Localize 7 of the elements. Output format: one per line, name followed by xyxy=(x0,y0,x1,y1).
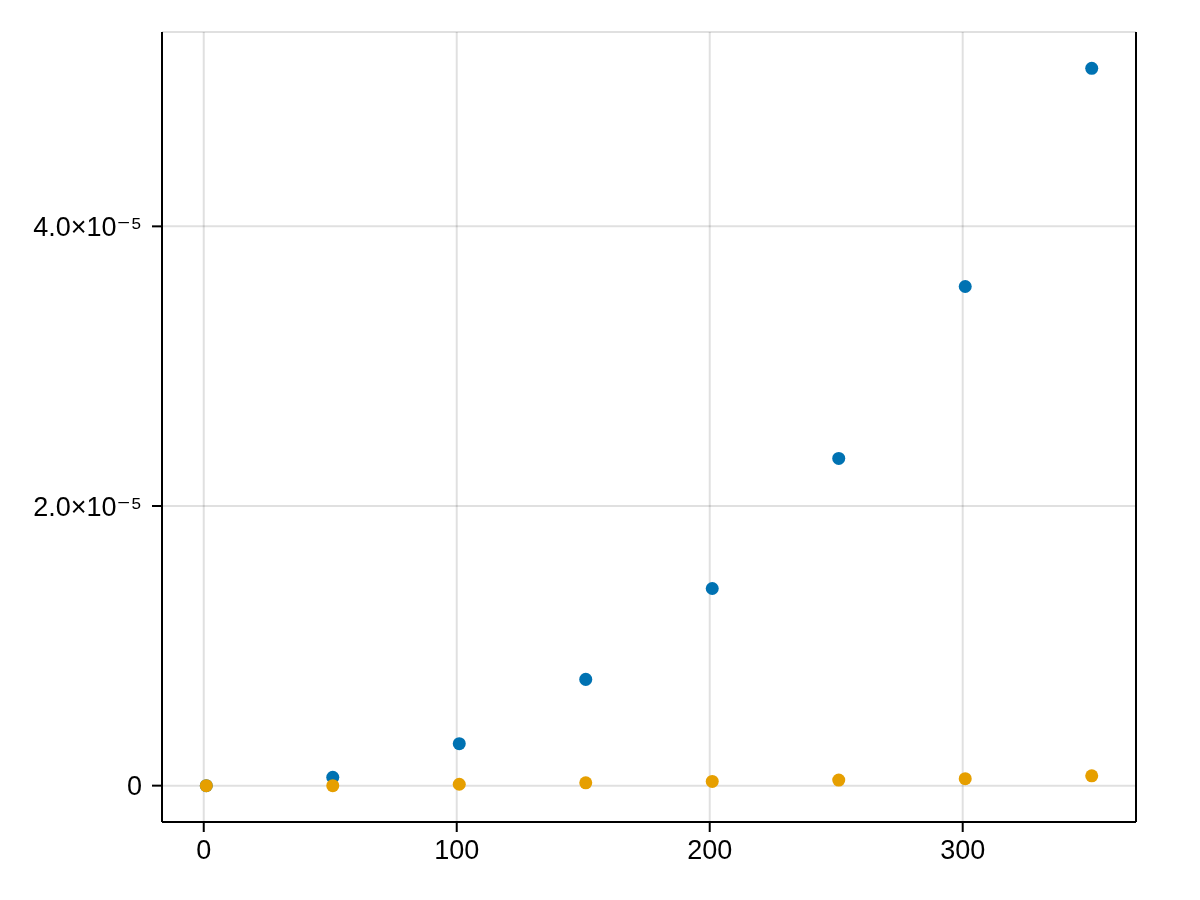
x-tick-label: 200 xyxy=(687,835,733,866)
y-tick-label: 4.0×10⁻⁵ xyxy=(33,211,142,242)
x-tick-label: 300 xyxy=(940,835,986,866)
y-tick-label: 0 xyxy=(126,771,142,802)
x-tick-label: 0 xyxy=(196,835,212,866)
y-tick-label: 2.0×10⁻⁵ xyxy=(33,491,142,522)
x-tick-label: 100 xyxy=(434,835,480,866)
